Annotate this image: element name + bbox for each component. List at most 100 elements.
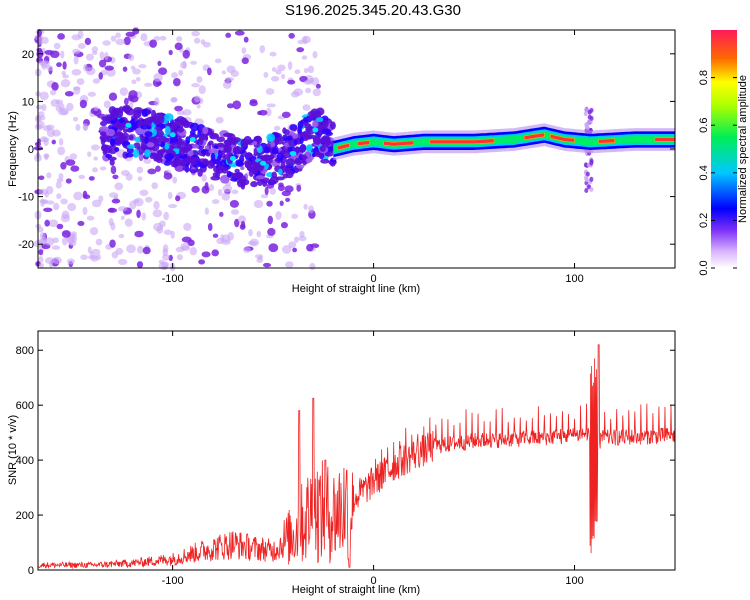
spectrogram-noise-blob <box>136 245 144 254</box>
spectrogram-ridge-blob <box>100 134 109 143</box>
spectrogram-noise-blob <box>92 78 101 84</box>
spectrogram-noise-blob <box>296 184 302 192</box>
spectrogram-noise-blob <box>216 237 224 245</box>
spectrogram-noise-blob <box>68 240 77 247</box>
spectrogram-ridge-blob <box>101 116 108 122</box>
spectrogram-noise-blob <box>123 36 131 46</box>
spectrogram-noise-blob <box>229 199 239 208</box>
spectrogram-noise-blob <box>91 46 99 53</box>
spectrogram-ridge-blob <box>311 152 317 158</box>
spectrogram-ridge-blob <box>176 127 185 133</box>
spectrogram-ridge-blob <box>314 152 323 158</box>
spectrogram-noise-blob <box>253 200 264 209</box>
spectrogram-noise-blob <box>93 156 98 161</box>
spectrogram-ridge-blob <box>210 152 216 162</box>
spectrogram-noise-blob <box>226 65 236 74</box>
spectrogram-noise-blob <box>242 246 251 253</box>
spectrogram-noise-blob <box>241 57 249 65</box>
spectrogram-ridge-blob <box>263 154 273 161</box>
spectrogram-noise-blob <box>162 253 170 261</box>
spectrogram-ridge-blob <box>319 145 326 152</box>
spectrogram-noise-blob <box>58 173 64 180</box>
snr-y-label: SNR (10 * v/v) <box>7 415 19 485</box>
spectrogram-noise-blob <box>258 109 268 116</box>
spectrogram-ridge-blob <box>235 145 240 155</box>
spectrogram-noise-blob <box>193 37 201 44</box>
spectrogram-noise-blob <box>103 100 111 109</box>
spectrogram-ridge-blob <box>164 113 174 122</box>
spectrogram-y-tick-label: 20 <box>22 49 34 61</box>
spectrogram-ridge-blob <box>153 119 162 125</box>
spectrogram-noise-blob <box>73 191 83 201</box>
spectrogram-noise-blob <box>38 262 44 268</box>
spectrogram-noise-blob <box>51 245 61 250</box>
spectrogram-ridge-blob <box>247 153 253 158</box>
spectrogram-x-tick-label: 100 <box>565 273 583 285</box>
spectrogram-noise-blob <box>77 220 85 227</box>
spectrogram-noise-blob <box>46 65 54 72</box>
spectrogram-noise-blob <box>104 51 109 61</box>
spectrogram-noise-blob <box>293 236 299 243</box>
spectrogram-ridge-blob <box>197 168 203 177</box>
spectrogram-noise-blob <box>232 100 242 110</box>
spectrogram-noise-blob <box>155 165 161 172</box>
spectrogram-noise-blob <box>46 172 52 179</box>
spectrogram-noise-blob <box>153 97 160 107</box>
spectrogram-noise-blob <box>312 88 321 97</box>
spectrogram-noise-blob <box>191 30 201 37</box>
spectrogram-noise-blob <box>91 199 102 208</box>
spectrogram-ridge-blob <box>112 123 122 128</box>
spectrogram-noise-blob <box>266 103 276 108</box>
spectrogram-noise-blob <box>163 229 172 235</box>
spectrogram-noise-blob <box>60 161 67 170</box>
spectrogram-ridge-blob <box>294 146 303 153</box>
spectrogram-noise-blob <box>111 198 121 204</box>
spectrogram-noise-blob <box>162 264 168 270</box>
spectrogram-ridge-blob <box>197 158 207 163</box>
spectrogram-x-ticks: -100 0 100 <box>162 30 584 285</box>
spectrogram-noise-blob <box>40 60 50 68</box>
spectrogram-noise-blob <box>285 197 291 203</box>
spectrogram-noise-blob <box>86 215 95 221</box>
spectrogram-noise-blob <box>259 45 266 54</box>
spectrogram-ridge-blob <box>106 128 116 137</box>
spectrogram-noise-blob <box>198 259 206 265</box>
spectrogram-ridge-blob <box>252 141 258 146</box>
spectrogram-noise-blob <box>249 238 260 247</box>
spectrogram-noise-blob <box>215 116 224 124</box>
spectrogram-ridge-blob <box>308 114 317 121</box>
spectrogram-noise-blob <box>139 189 149 197</box>
snr-x-label: Height of straight line (km) <box>292 584 420 596</box>
spectrogram-noise-blob <box>191 185 200 193</box>
snr-x-tick-label: 100 <box>565 575 583 587</box>
spectrogram-ridge-blob <box>235 161 245 167</box>
spectrogram-ridge-blob <box>300 154 307 160</box>
spectrogram-noise-blob <box>182 49 190 59</box>
spectrogram-noise-blob <box>234 218 240 228</box>
spectrogram-ridge-blob <box>132 148 140 158</box>
snr-y-tick-label: 0 <box>28 565 34 577</box>
spectrogram-noise-blob <box>138 64 147 69</box>
spectrogram-noise-blob <box>207 223 213 232</box>
spectrogram-noise-blob <box>275 211 282 220</box>
ridge-hot-segment <box>598 138 615 144</box>
ridge-hot-segment <box>429 138 495 145</box>
spectrogram-noise-blob <box>156 81 162 86</box>
spectrogram-spike-blob <box>589 176 594 182</box>
ridge-hot-segment <box>654 137 676 142</box>
spectrogram-noise-blob <box>85 53 94 61</box>
ridge-hot-segment <box>550 133 575 143</box>
spectrogram-spike-blob <box>589 115 594 121</box>
spectrogram-ridge-blob <box>325 152 334 157</box>
spectrogram-noise-blob <box>230 209 240 215</box>
spectrogram-ridge-blob <box>220 165 225 173</box>
spectrogram-ridge-blob <box>164 143 170 150</box>
spectrogram-noise-blob <box>60 50 65 59</box>
spectrogram-noise-blob <box>156 225 164 234</box>
spectrogram-noise-blob <box>132 68 141 75</box>
spectrogram-noise-blob <box>214 58 222 64</box>
spectrogram-noise-blob <box>75 123 81 131</box>
spectrogram-spike-blob <box>589 186 594 192</box>
spectrogram-noise-blob <box>204 207 209 215</box>
